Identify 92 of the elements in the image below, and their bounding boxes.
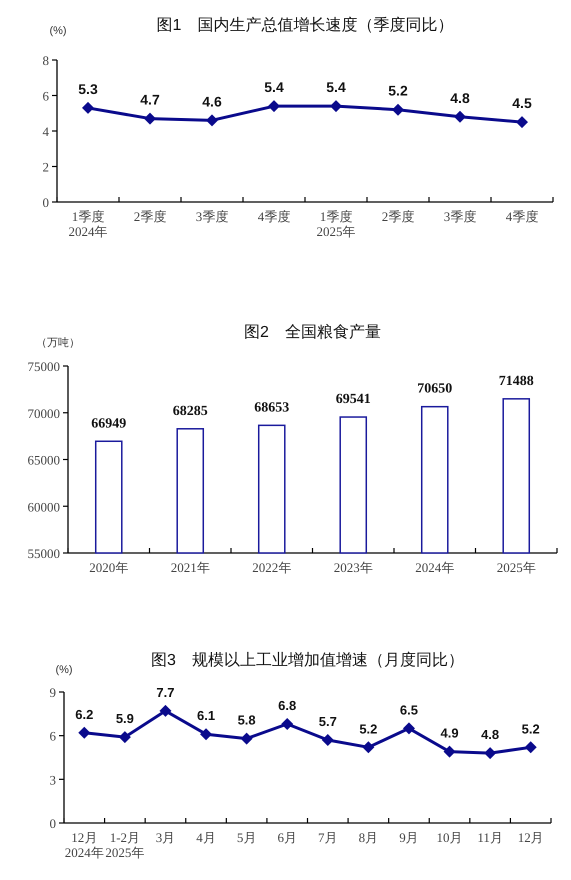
data-label: 4.6 [202,93,222,110]
data-label: 6.1 [197,708,216,724]
y-tick-label: 8 [42,53,49,68]
x-tick-label: 2022年 [252,560,292,575]
point [322,734,334,746]
y-tick-label: 4 [42,124,50,139]
x-tick-label: 3季度 [444,209,476,224]
data-label: 4.8 [481,727,500,742]
x-tick-label: 3月 [156,830,176,845]
y-tick-label: 3 [50,772,56,788]
x-tick-label: 1-2月 2025年 [105,830,144,860]
data-label: 5.4 [264,79,284,96]
y-axis-title: (%) [55,664,73,676]
x-tick-label: 3季度 [196,209,228,224]
data-label: 66949 [91,416,126,432]
data-label: 5.2 [522,721,540,736]
data-label: 5.2 [388,82,408,99]
chart-title: 图2 全国粮食产量 [244,323,381,341]
data-label: 5.3 [78,80,98,97]
x-tick-label: 2024年 [415,560,454,575]
chart-title: 图3 规模以上工业增加值增速（月度同比） [151,651,464,669]
x-tick-label: 1季度 2024年 [68,209,108,239]
data-label: 68653 [254,400,290,416]
y-tick-label: 75000 [28,359,60,374]
data-label: 4.7 [140,92,160,108]
y-tick-label: 70000 [28,406,60,421]
x-tick-label: 9月 [399,830,419,845]
data-label: 6.8 [278,698,296,714]
y-axis-title: （万吨） [36,336,80,349]
x-tick-label: 2025年 [496,560,536,575]
data-label: 5.4 [326,79,346,96]
data-label: 6.2 [75,706,94,722]
x-tick-label: 10月 [436,830,463,845]
x-tick-label: 12月 [518,830,544,845]
data-label: 4.9 [440,726,459,741]
point [362,741,374,754]
point [240,732,253,745]
x-tick-label: 11月 [477,830,503,845]
point [281,718,294,730]
data-label: 5.7 [318,714,337,730]
x-tick-label: 4季度 [258,209,290,224]
point [524,741,537,754]
x-tick-label: 2季度 [382,209,414,224]
y-axis-title: (%) [49,25,67,37]
x-tick-label: 2020年 [89,560,128,575]
point [484,747,496,760]
x-tick-label: 12月 2024年 [64,830,104,860]
data-label: 68285 [172,404,208,419]
x-tick-label: 2021年 [170,560,210,575]
point [206,114,218,126]
x-tick-label: 4季度 [506,209,538,224]
y-tick-label: 60000 [28,499,60,514]
data-label: 5.8 [238,712,256,728]
point [444,746,456,758]
point [200,728,212,740]
y-tick-label: 0 [50,816,56,831]
point [330,100,342,112]
point [159,704,172,717]
x-tick-label: 2季度 [134,209,166,224]
data-label: 6.5 [400,702,418,718]
point [82,102,94,114]
x-tick-label: 1季度 2025年 [316,209,356,239]
point [392,104,404,116]
point [268,100,280,112]
x-tick-label: 8月 [358,830,378,845]
y-tick-label: 6 [50,728,56,744]
y-tick-label: 65000 [28,452,60,468]
y-tick-label: 6 [42,88,50,104]
x-tick-label: 4月 [196,830,216,845]
data-label: 4.5 [512,95,532,112]
data-label: 5.2 [359,721,378,736]
point [144,112,156,125]
x-tick-label: 5月 [236,830,256,845]
data-label: 69541 [336,392,371,408]
x-tick-label: 6月 [277,830,297,845]
x-tick-label: 2023年 [334,560,373,575]
data-label: 7.7 [156,684,174,700]
data-label: 70650 [417,382,452,397]
y-tick-label: 0 [42,195,49,210]
y-tick-label: 2 [42,160,49,174]
data-label: 5.9 [116,711,134,726]
data-label: 71488 [498,374,534,389]
point [516,116,528,128]
data-label: 4.8 [450,90,470,106]
chart-title: 图1 国内生产总值增长速度（季度同比） [156,16,454,34]
y-tick-label: 9 [50,685,56,700]
x-tick-label: 7月 [318,830,338,845]
point [118,731,131,744]
point [402,722,415,734]
y-tick-label: 55000 [28,546,60,561]
point [78,726,90,739]
point [454,110,466,123]
